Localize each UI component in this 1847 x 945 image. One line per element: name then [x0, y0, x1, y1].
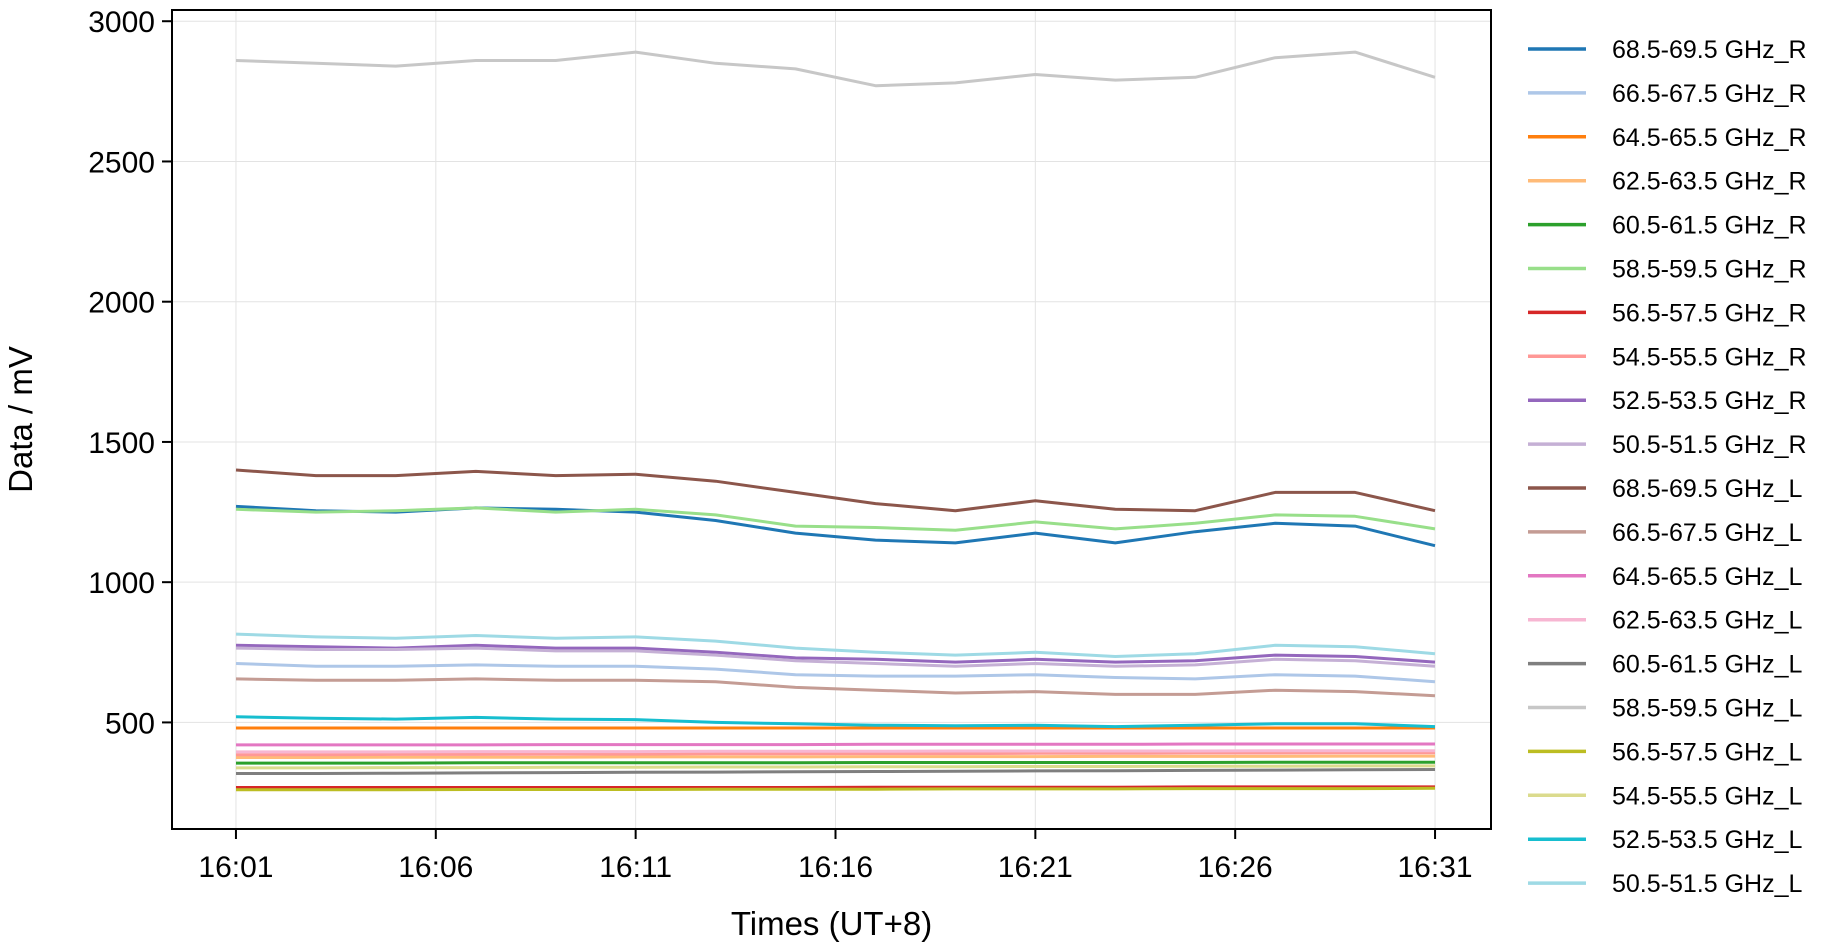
- legend-entry: 64.5-65.5 GHz_R: [1528, 124, 1807, 152]
- x-tick-label: 16:06: [398, 851, 473, 884]
- grid-lines: [172, 10, 1491, 829]
- legend-entry: 56.5-57.5 GHz_L: [1528, 738, 1802, 766]
- legend: 68.5-69.5 GHz_R 66.5-67.5 GHz_R 64.5-65.5 …: [1528, 36, 1807, 898]
- y-axis-ticks: 500 1000 1500 2000 2500 3000: [88, 6, 172, 740]
- legend-label: 64.5-65.5 GHz_R: [1612, 124, 1807, 152]
- legend-entry: 56.5-57.5 GHz_R: [1528, 299, 1807, 327]
- x-axis-ticks: 16:01 16:06 16:11 16:16 16:21 16:26 16:31: [198, 829, 1473, 884]
- series-line: [236, 749, 1435, 754]
- legend-entry: 52.5-53.5 GHz_R: [1528, 387, 1807, 415]
- legend-label: 64.5-65.5 GHz_L: [1612, 563, 1802, 591]
- series-line: [235, 506, 1436, 532]
- legend-label: 60.5-61.5 GHz_L: [1612, 651, 1802, 679]
- legend-entry: 62.5-63.5 GHz_L: [1528, 607, 1802, 635]
- series-line: [236, 785, 1435, 789]
- y-tick-label: 500: [105, 707, 155, 740]
- series-line: [236, 751, 1435, 757]
- y-tick-label: 1500: [88, 427, 155, 460]
- legend-label: 56.5-57.5 GHz_R: [1612, 299, 1807, 327]
- legend-entry: 58.5-59.5 GHz_L: [1528, 695, 1802, 723]
- series-line: [236, 742, 1435, 747]
- legend-label: 54.5-55.5 GHz_L: [1612, 782, 1802, 810]
- legend-entry: 58.5-59.5 GHz_R: [1528, 256, 1807, 284]
- legend-label: 50.5-51.5 GHz_L: [1612, 870, 1802, 898]
- legend-entry: 54.5-55.5 GHz_R: [1528, 343, 1807, 371]
- x-tick-label: 16:21: [998, 851, 1073, 884]
- y-tick-label: 2000: [88, 287, 155, 320]
- legend-label: 68.5-69.5 GHz_R: [1612, 36, 1807, 64]
- series-lines: [235, 50, 1436, 792]
- legend-entry: 62.5-63.5 GHz_R: [1528, 168, 1807, 196]
- legend-label: 58.5-59.5 GHz_L: [1612, 695, 1802, 723]
- x-tick-label: 16:31: [1398, 851, 1473, 884]
- legend-label: 54.5-55.5 GHz_R: [1612, 343, 1807, 371]
- legend-entry: 66.5-67.5 GHz_L: [1528, 519, 1802, 547]
- y-axis-label: Data / mV: [2, 346, 39, 493]
- legend-label: 52.5-53.5 GHz_L: [1612, 826, 1802, 854]
- series-line: [235, 50, 1436, 88]
- legend-label: 62.5-63.5 GHz_L: [1612, 607, 1802, 635]
- series-line: [236, 760, 1435, 765]
- legend-label: 66.5-67.5 GHz_R: [1612, 80, 1807, 108]
- legend-label: 60.5-61.5 GHz_R: [1612, 212, 1807, 240]
- series-line: [236, 768, 1436, 775]
- y-tick-label: 3000: [88, 6, 155, 39]
- series-line: [235, 646, 1436, 668]
- series-line: [235, 662, 1436, 684]
- y-tick-label: 2500: [88, 146, 155, 179]
- legend-entry: 60.5-61.5 GHz_R: [1528, 212, 1807, 240]
- legend-entry: 68.5-69.5 GHz_L: [1528, 475, 1802, 503]
- legend-label: 66.5-67.5 GHz_L: [1612, 519, 1802, 547]
- x-tick-label: 16:26: [1198, 851, 1273, 884]
- plot-frame: [171, 9, 1492, 830]
- legend-entry: 68.5-69.5 GHz_R: [1528, 36, 1807, 64]
- legend-label: 68.5-69.5 GHz_L: [1612, 475, 1802, 503]
- legend-entry: 50.5-51.5 GHz_R: [1528, 431, 1807, 459]
- legend-label: 50.5-51.5 GHz_R: [1612, 431, 1807, 459]
- x-tick-label: 16:16: [798, 851, 873, 884]
- legend-label: 52.5-53.5 GHz_R: [1612, 387, 1807, 415]
- legend-entry: 64.5-65.5 GHz_L: [1528, 563, 1802, 591]
- series-line: [236, 754, 1435, 759]
- series-line: [235, 715, 1436, 729]
- legend-entry: 52.5-53.5 GHz_L: [1528, 826, 1802, 854]
- y-tick-label: 1000: [88, 567, 155, 600]
- series-line: [235, 677, 1436, 698]
- legend-entry: 60.5-61.5 GHz_L: [1528, 651, 1802, 679]
- legend-entry: 54.5-55.5 GHz_L: [1528, 782, 1802, 810]
- series-line: [236, 764, 1435, 770]
- x-tick-label: 16:01: [198, 851, 273, 884]
- legend-label: 62.5-63.5 GHz_R: [1612, 168, 1807, 196]
- series-line: [235, 468, 1436, 513]
- series-line: [236, 786, 1436, 792]
- x-axis-label: Times (UT+8): [731, 905, 932, 942]
- x-tick-label: 16:11: [599, 851, 672, 884]
- legend-label: 58.5-59.5 GHz_R: [1612, 256, 1807, 284]
- series-line: [235, 643, 1436, 664]
- legend-entry: 50.5-51.5 GHz_L: [1528, 870, 1802, 898]
- legend-entry: 66.5-67.5 GHz_R: [1528, 80, 1807, 108]
- series-line: [235, 632, 1436, 658]
- legend-label: 56.5-57.5 GHz_L: [1612, 738, 1802, 766]
